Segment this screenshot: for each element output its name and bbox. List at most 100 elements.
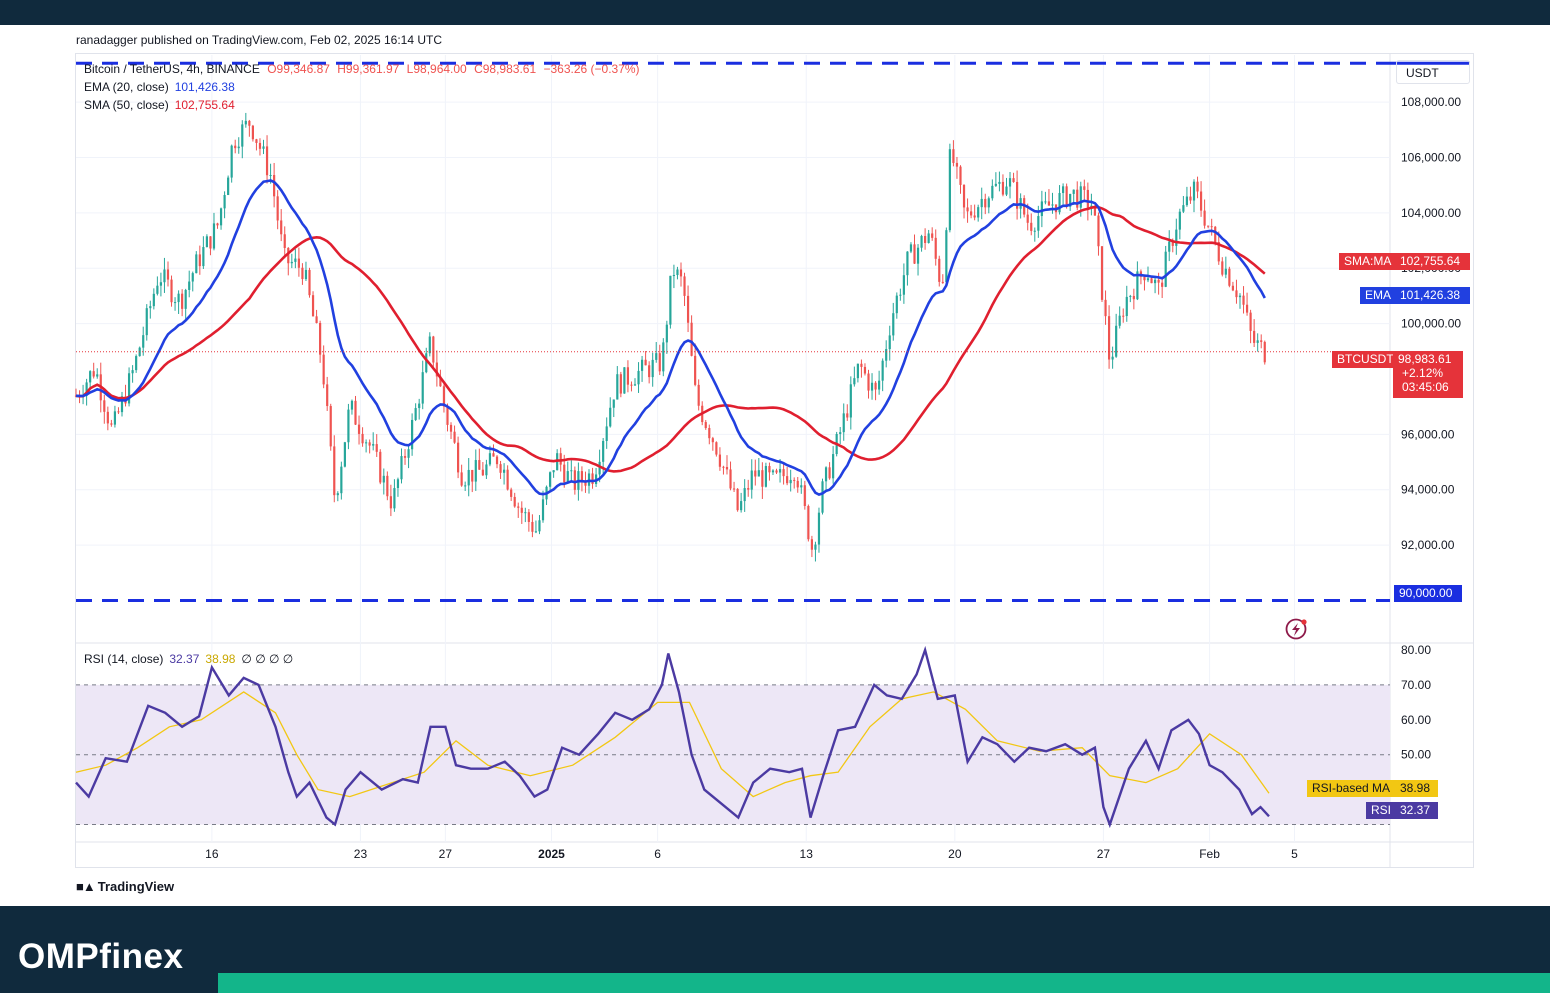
- candle-body: [177, 293, 180, 303]
- candle-body: [457, 442, 460, 473]
- candle-body: [442, 386, 446, 407]
- candle-body: [952, 149, 955, 163]
- candle-body: [375, 444, 378, 452]
- candle-body: [789, 479, 792, 484]
- candle-body: [970, 211, 973, 216]
- candle-body: [874, 382, 877, 390]
- rsi-tick-label: 50.00: [1401, 748, 1431, 762]
- time-tick-label: 2025: [538, 847, 565, 861]
- candle-body: [386, 475, 389, 497]
- candle-body: [159, 282, 163, 286]
- candle-body: [481, 469, 484, 476]
- candle-body: [389, 496, 392, 509]
- candle-body: [800, 485, 803, 488]
- lightning-icon[interactable]: [1285, 618, 1307, 640]
- candle-body: [127, 373, 131, 404]
- candle-body: [1153, 279, 1157, 284]
- publisher-line: ranadagger published on TradingView.com,…: [76, 33, 443, 47]
- candle-body: [602, 440, 605, 462]
- currency-selector[interactable]: USDT: [1396, 60, 1470, 84]
- candle-body: [145, 308, 148, 336]
- rsi-extras: ∅ ∅ ∅ ∅: [241, 652, 294, 666]
- support-resistance-layer: [76, 61, 1470, 602]
- candle-body: [690, 322, 693, 356]
- candle-body: [1238, 295, 1242, 298]
- price-tick-label: 92,000.00: [1401, 538, 1455, 552]
- candle-body: [89, 371, 92, 383]
- candle-body: [966, 207, 969, 212]
- candle-layer: [74, 112, 1266, 562]
- candle-body: [920, 235, 923, 248]
- lightning-bolt-icon: [1292, 623, 1300, 636]
- candle-body: [280, 220, 283, 235]
- candle-body: [955, 162, 959, 167]
- candle-body: [651, 359, 654, 378]
- candle-body: [273, 175, 276, 197]
- open-value: O99,346.87: [267, 62, 330, 76]
- candle-body: [867, 373, 870, 391]
- ema-value: 101,426.38: [174, 80, 235, 94]
- candle-body: [340, 466, 343, 494]
- candle-body: [906, 251, 909, 276]
- candle-body: [403, 456, 407, 458]
- btcusdt-tag: BTCUSDT: [1332, 351, 1399, 368]
- candle-body: [984, 198, 987, 208]
- candle-body: [849, 384, 852, 418]
- candle-body: [584, 481, 587, 486]
- current-price-tag: 98,983.61 +2.12% 03:45:06: [1393, 351, 1463, 398]
- candle-body: [439, 376, 442, 387]
- rsi-tick-label: 80.00: [1401, 643, 1431, 657]
- candle-body: [778, 469, 782, 473]
- rsi-legend[interactable]: RSI (14, close) 32.37 38.98 ∅ ∅ ∅ ∅: [84, 652, 293, 666]
- chart-frame: [75, 53, 1474, 868]
- sma-legend[interactable]: SMA (50, close) 102,755.64: [84, 98, 235, 112]
- candle-body: [425, 353, 428, 373]
- candle-body: [1231, 285, 1235, 291]
- candle-body: [520, 507, 523, 513]
- candle-body: [269, 175, 272, 177]
- candle-body: [365, 442, 368, 444]
- price-tick-label: 96,000.00: [1401, 427, 1455, 441]
- symbol-name[interactable]: Bitcoin / TetherUS, 4h, BINANCE: [84, 62, 260, 76]
- candle-body: [1030, 222, 1033, 231]
- candle-body: [1192, 181, 1196, 201]
- candle-body: [718, 454, 722, 467]
- candle-body: [945, 230, 948, 283]
- candle-body: [1207, 225, 1210, 227]
- candle-body: [418, 403, 421, 409]
- rsi-tick-label: 70.00: [1401, 678, 1431, 692]
- candle-body: [1097, 215, 1100, 247]
- candle-body: [715, 442, 718, 455]
- candle-body: [541, 499, 545, 521]
- candle-body: [754, 470, 757, 477]
- candle-body: [832, 454, 835, 479]
- candle-body: [786, 476, 789, 484]
- candle-body: [435, 362, 438, 377]
- candle-body: [662, 342, 665, 372]
- candle-body: [198, 254, 201, 267]
- candle-body: [566, 471, 569, 483]
- candle-body: [1118, 315, 1121, 326]
- candle-body: [1061, 186, 1065, 193]
- candle-body: [460, 472, 463, 486]
- candle-body: [679, 269, 683, 277]
- candle-body: [807, 505, 810, 540]
- candle-body: [510, 489, 513, 497]
- candle-body: [219, 208, 223, 226]
- candle-body: [1058, 192, 1061, 213]
- candle-body: [563, 464, 566, 483]
- rsi-tag: RSI: [1366, 802, 1397, 819]
- ema-legend[interactable]: EMA (20, close) 101,426.38: [84, 80, 235, 94]
- tradingview-wordmark: TradingView: [97, 879, 175, 894]
- candle-body: [1125, 296, 1128, 317]
- candle-body: [202, 247, 205, 267]
- tradingview-logo[interactable]: ■▲ TradingView: [76, 879, 174, 894]
- candle-body: [559, 453, 562, 465]
- candle-body: [1122, 315, 1125, 317]
- candle-body: [552, 470, 555, 473]
- candle-body: [502, 469, 506, 473]
- candle-body: [85, 382, 88, 396]
- candle-body: [379, 451, 382, 483]
- candle-body: [1235, 290, 1238, 298]
